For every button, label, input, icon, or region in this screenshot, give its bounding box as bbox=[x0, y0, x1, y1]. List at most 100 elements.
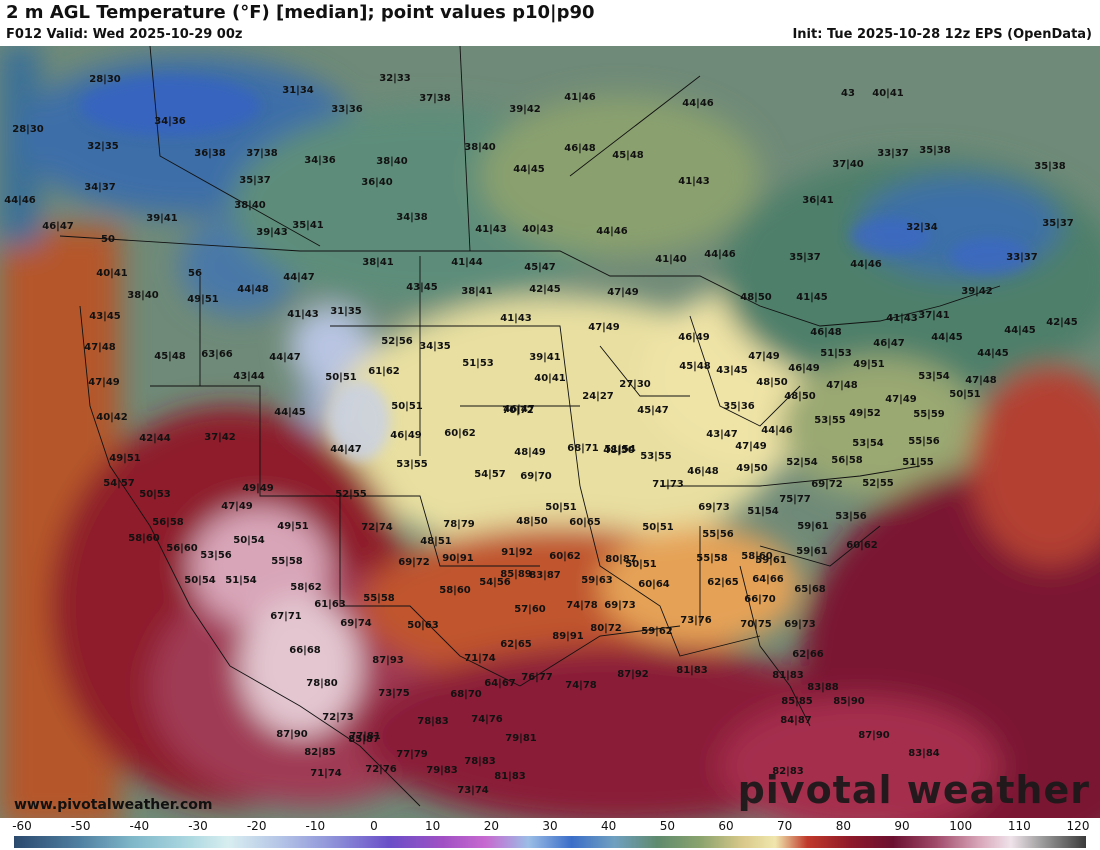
point-value-label: 43|45 bbox=[89, 311, 121, 322]
point-value-label: 57|60 bbox=[514, 604, 546, 615]
point-value-label: 38|40 bbox=[464, 142, 496, 153]
point-value-label: 47|48 bbox=[84, 342, 116, 353]
temperature-map[interactable]: 28|30 31|34 32|33 37|38 41|46 44|46 43 40|41 28|… bbox=[0, 46, 1100, 818]
point-value-label: 37|38 bbox=[246, 148, 278, 159]
point-value-label: 71|74 bbox=[310, 768, 342, 779]
point-value-label: 41|43 bbox=[886, 313, 918, 324]
point-value-label: 77|79 bbox=[396, 749, 428, 760]
point-value-label: 79|81 bbox=[505, 733, 537, 744]
point-value-label: 45|47 bbox=[524, 262, 556, 273]
point-value-label: 51|55 bbox=[902, 457, 934, 468]
point-value-label: 46|48 bbox=[810, 327, 842, 338]
point-value-label: 63|66 bbox=[201, 349, 233, 360]
point-value-label: 35|37 bbox=[1042, 218, 1074, 229]
point-value-label: 44|45 bbox=[274, 407, 306, 418]
point-value-label: 35|38 bbox=[919, 145, 951, 156]
point-value-label: 46|47 bbox=[42, 221, 74, 232]
colorbar-label: 20 bbox=[483, 819, 499, 833]
point-value-label: 45|47 bbox=[637, 405, 669, 416]
point-value-label: 40|41 bbox=[96, 268, 128, 279]
point-value-label: 74|78 bbox=[565, 680, 597, 691]
point-value-label: 81|83 bbox=[676, 665, 708, 676]
point-value-label: 44|46 bbox=[704, 249, 736, 260]
point-value-label: 70|72 bbox=[502, 405, 534, 416]
point-value-label: 78|80 bbox=[306, 678, 338, 689]
point-value-label: 85|87 bbox=[348, 734, 380, 745]
website-url[interactable]: www.pivotalweather.com bbox=[14, 797, 213, 813]
point-value-label: 78|83 bbox=[417, 716, 449, 727]
point-value-label: 82|85 bbox=[304, 747, 336, 758]
map-title: 2 m AGL Temperature (°F) [median]; point… bbox=[6, 2, 595, 23]
point-value-label: 70|75 bbox=[740, 619, 772, 630]
point-value-label: 36|41 bbox=[802, 195, 834, 206]
point-value-label: 69|73 bbox=[784, 619, 816, 630]
point-value-label: 74|76 bbox=[471, 714, 503, 725]
point-value-label: 68|70 bbox=[450, 689, 482, 700]
point-value-label: 59|61 bbox=[797, 521, 829, 532]
point-value-label: 53|56 bbox=[835, 511, 867, 522]
point-value-label: 40|43 bbox=[522, 224, 554, 235]
point-value-label: 47|49 bbox=[88, 377, 120, 388]
colorbar-label: -50 bbox=[70, 819, 91, 833]
point-value-label: 48|50 bbox=[740, 292, 772, 303]
point-value-label: 44|46 bbox=[761, 425, 793, 436]
point-value-label: 41|46 bbox=[564, 92, 596, 103]
point-value-label: 47|48 bbox=[826, 380, 858, 391]
point-value-label: 56|58 bbox=[152, 517, 184, 528]
point-value-label: 83|88 bbox=[807, 682, 839, 693]
point-value-label: 60|62 bbox=[549, 551, 581, 562]
point-value-label: 47|49 bbox=[885, 394, 917, 405]
point-value-label: 55|58 bbox=[271, 556, 303, 567]
point-value-label: 41|43 bbox=[678, 176, 710, 187]
point-value-label: 44|47 bbox=[269, 352, 301, 363]
point-value-label: 49|52 bbox=[849, 408, 881, 419]
point-value-label: 54|57 bbox=[103, 478, 135, 489]
point-value-label: 82|83 bbox=[772, 766, 804, 777]
colorbar-label: -20 bbox=[246, 819, 267, 833]
colorbar-label: 30 bbox=[542, 819, 558, 833]
point-value-label: 73|74 bbox=[457, 785, 489, 796]
point-value-label: 62|65 bbox=[707, 577, 739, 588]
point-value-label: 78|79 bbox=[443, 519, 475, 530]
point-value-label: 50|51 bbox=[545, 502, 577, 513]
point-value-label: 62|65 bbox=[500, 639, 532, 650]
colorbar-label: 40 bbox=[601, 819, 617, 833]
point-value-label: 31|35 bbox=[330, 306, 362, 317]
point-value-label: 24|27 bbox=[582, 391, 614, 402]
colorbar: -60 -50 -40 -30 -20 -10 0 10 20 30 40 50 60 70 80 90 100… bbox=[0, 818, 1100, 850]
point-value-label: 33|36 bbox=[331, 104, 363, 115]
point-value-label: 73|75 bbox=[378, 688, 410, 699]
point-value-label: 49|49 bbox=[242, 483, 274, 494]
point-value-label: 46|49 bbox=[390, 430, 422, 441]
point-value-label: 34|38 bbox=[396, 212, 428, 223]
point-value-label: 36|38 bbox=[194, 148, 226, 159]
point-value-label: 38|41 bbox=[461, 286, 493, 297]
point-value-label: 69|74 bbox=[340, 618, 372, 629]
point-value-label: 43|45 bbox=[716, 365, 748, 376]
point-value-label: 50|54 bbox=[233, 535, 265, 546]
point-value-label: 47|49 bbox=[221, 501, 253, 512]
point-value-label: 58|62 bbox=[290, 582, 322, 593]
point-value-label: 60|64 bbox=[638, 579, 670, 590]
point-value-label: 28|30 bbox=[12, 124, 44, 135]
point-value-label: 55|59 bbox=[913, 409, 945, 420]
point-value-label: 90|91 bbox=[442, 553, 474, 564]
point-value-label: 46|47 bbox=[503, 404, 535, 415]
point-value-label: 38|40 bbox=[234, 200, 266, 211]
point-value-label: 40|42 bbox=[96, 412, 128, 423]
colorbar-label: -40 bbox=[129, 819, 150, 833]
point-value-label: 39|42 bbox=[961, 286, 993, 297]
point-value-label: 53|56 bbox=[200, 550, 232, 561]
point-value-label: 41|43 bbox=[500, 313, 532, 324]
point-value-label: 35|37 bbox=[239, 175, 271, 186]
point-value-label: 58|60 bbox=[128, 533, 160, 544]
point-value-label: 85|90 bbox=[833, 696, 865, 707]
point-value-label: 53|54 bbox=[852, 438, 884, 449]
point-value-label: 40|41 bbox=[872, 88, 904, 99]
point-value-label: 46|47 bbox=[873, 338, 905, 349]
point-value-label: 44|45 bbox=[977, 348, 1009, 359]
point-value-label: 47|49 bbox=[607, 287, 639, 298]
point-value-label: 50|51 bbox=[625, 559, 657, 570]
point-value-label: 44|46 bbox=[850, 259, 882, 270]
colorbar-labels: -60 -50 -40 -30 -20 -10 0 10 20 30 40 50 60 70 80 90 100… bbox=[0, 818, 1100, 834]
